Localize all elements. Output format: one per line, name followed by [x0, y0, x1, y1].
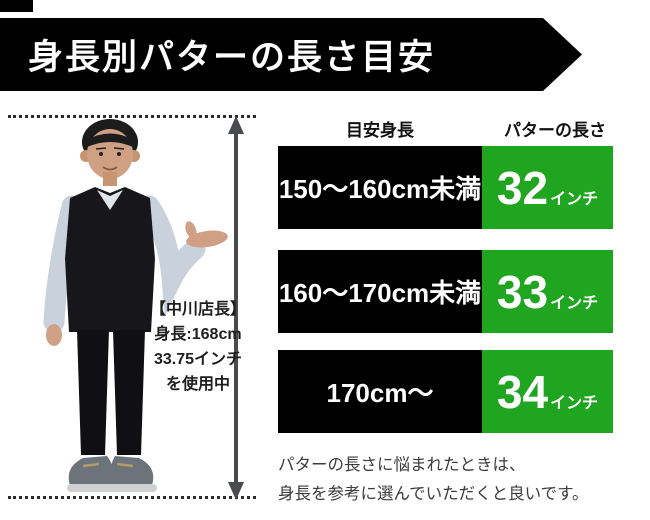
person-right-hand	[46, 324, 62, 346]
height-arrow-head-top	[228, 116, 244, 134]
manager-caption-line: を使用中	[165, 376, 230, 393]
manager-caption-line: 33.75インチ	[153, 351, 243, 368]
manager-caption-line: 身長:168cm	[154, 326, 242, 343]
column-header-height: 目安身長	[346, 121, 414, 140]
height-arrow-head-bottom	[228, 482, 244, 500]
person-left-sleeve	[138, 195, 206, 317]
height-measure-arrow	[228, 116, 244, 500]
title-banner: 身長別パターの長さ目安	[0, 18, 582, 91]
person-eye-left	[99, 152, 103, 156]
person-eye-right	[117, 152, 121, 156]
table-row: 170cm〜 34 インチ	[278, 350, 613, 433]
putter-length-wrap: 32 インチ	[497, 165, 598, 211]
person-thumb	[185, 221, 197, 239]
manager-caption: 【中川店長】 身長:168cm 33.75インチ を使用中	[138, 297, 258, 397]
person-fringe	[85, 133, 135, 148]
height-range-cell: 150〜160cm未満	[278, 146, 482, 229]
person-smile	[102, 166, 118, 171]
person-right-leg	[113, 330, 145, 455]
putter-length-unit: インチ	[550, 394, 599, 412]
putter-length-wrap: 34 インチ	[497, 369, 598, 415]
height-range-cell: 170cm〜	[278, 350, 482, 433]
putter-length-value: 34	[496, 365, 549, 418]
putter-length-unit: インチ	[550, 190, 599, 208]
person-right-sole	[107, 484, 157, 492]
column-header-putter-length: パターの長さ	[504, 121, 606, 140]
footnote-line: 身長を参考に選んでいただくと良いです。	[278, 485, 589, 503]
putter-length-cell: 34 インチ	[482, 350, 613, 433]
person-left-sole	[67, 484, 117, 492]
person-shirt-vneck	[97, 190, 123, 210]
measure-guide-bottom	[8, 496, 256, 499]
putter-length-unit: インチ	[550, 294, 599, 312]
putter-length-value: 33	[496, 265, 549, 318]
store-manager-photo	[43, 119, 228, 492]
person-left-shoe	[68, 456, 114, 488]
table-row: 160〜170cm未満 33 インチ	[278, 250, 613, 333]
person-shoelaces	[82, 462, 134, 468]
person-vest	[65, 187, 155, 332]
person-neck	[103, 172, 117, 186]
putter-length-value: 32	[496, 161, 549, 214]
putter-length-cell: 33 インチ	[482, 250, 613, 333]
height-range-cell: 160〜170cm未満	[278, 250, 482, 333]
banner-corner-tab	[0, 0, 33, 12]
person-right-shoe	[110, 456, 154, 488]
person-eyebrows	[95, 147, 125, 150]
footnote: パターの長さに悩まれたときは、 身長を参考に選んでいただくと良いです。	[278, 451, 648, 509]
footnote-line: パターの長さに悩まれたときは、	[278, 456, 526, 474]
measure-guide-top	[8, 115, 256, 118]
person-left-leg	[77, 330, 109, 455]
manager-caption-line: 【中川店長】	[149, 301, 246, 318]
table-row: 150〜160cm未満 32 インチ	[278, 146, 613, 229]
person-presenting-hand	[186, 230, 228, 248]
page-title: 身長別パターの長さ目安	[28, 38, 436, 77]
putter-length-cell: 32 インチ	[482, 146, 613, 229]
putter-length-wrap: 33 インチ	[497, 269, 598, 315]
